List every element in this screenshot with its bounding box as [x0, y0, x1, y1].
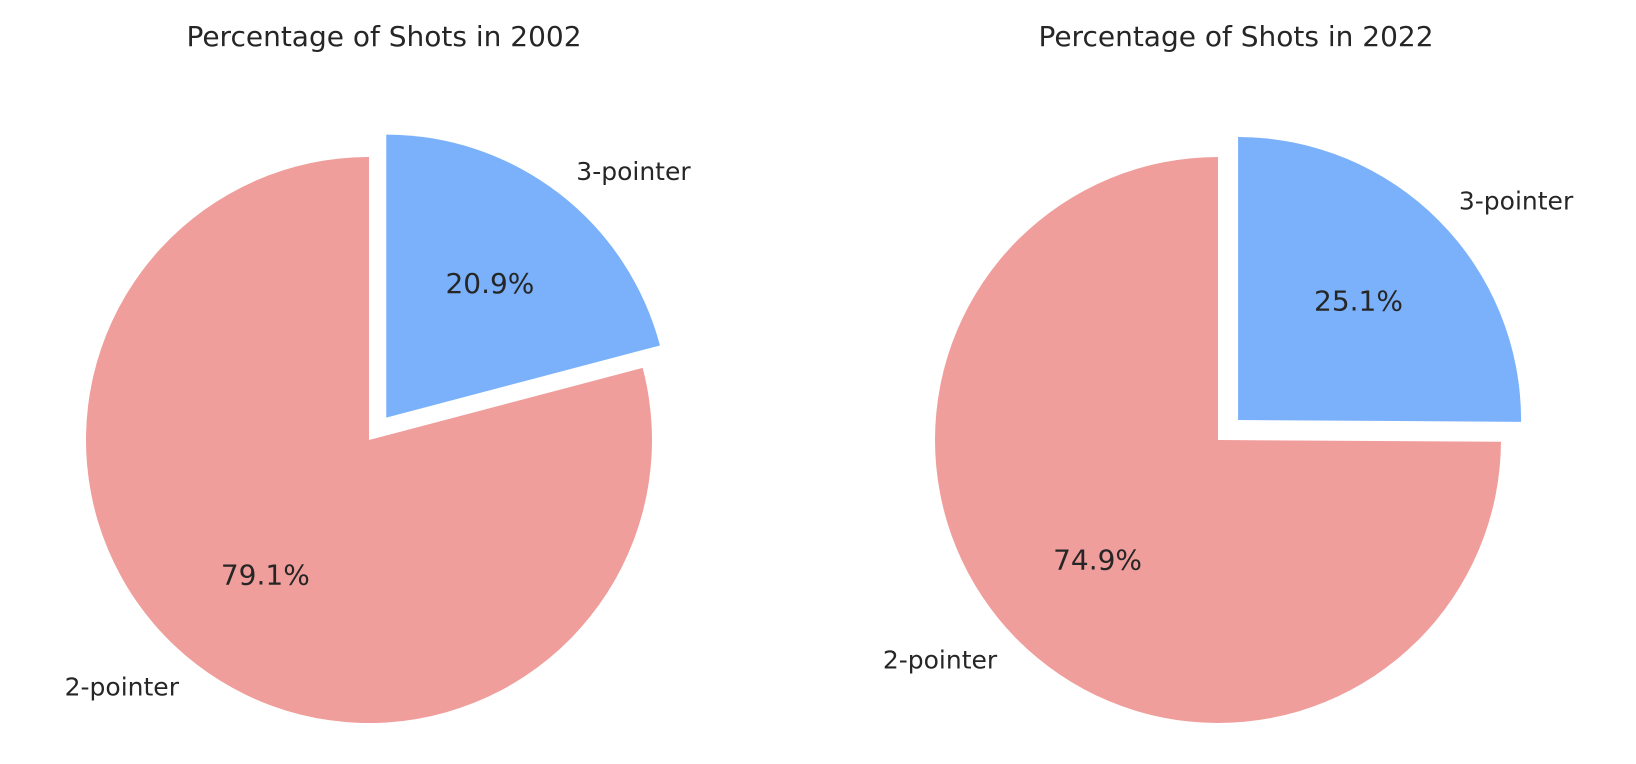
pct-label-2-pointer-1: 74.9%	[1053, 544, 1142, 577]
chart-title-2022: Percentage of Shots in 2022	[1038, 20, 1433, 53]
pie-slice-2-pointer-1	[935, 157, 1501, 724]
pct-label-3-pointer-0: 20.9%	[445, 267, 534, 300]
pct-label-3-pointer-1: 25.1%	[1314, 284, 1403, 317]
pie-slice-3-pointer-1	[1238, 137, 1522, 422]
slice-label-2-pointer-1: 2-pointer	[883, 645, 998, 674]
slice-label-2-pointer-0: 2-pointer	[65, 673, 180, 702]
pie-slice-3-pointer-0	[386, 134, 660, 418]
slice-label-3-pointer-0: 3-pointer	[576, 157, 691, 186]
pie-slice-2-pointer-0	[86, 157, 652, 723]
chart-title-2002: Percentage of Shots in 2002	[186, 20, 581, 53]
pct-label-2-pointer-0: 79.1%	[221, 558, 310, 591]
slice-label-3-pointer-1: 3-pointer	[1459, 187, 1574, 216]
